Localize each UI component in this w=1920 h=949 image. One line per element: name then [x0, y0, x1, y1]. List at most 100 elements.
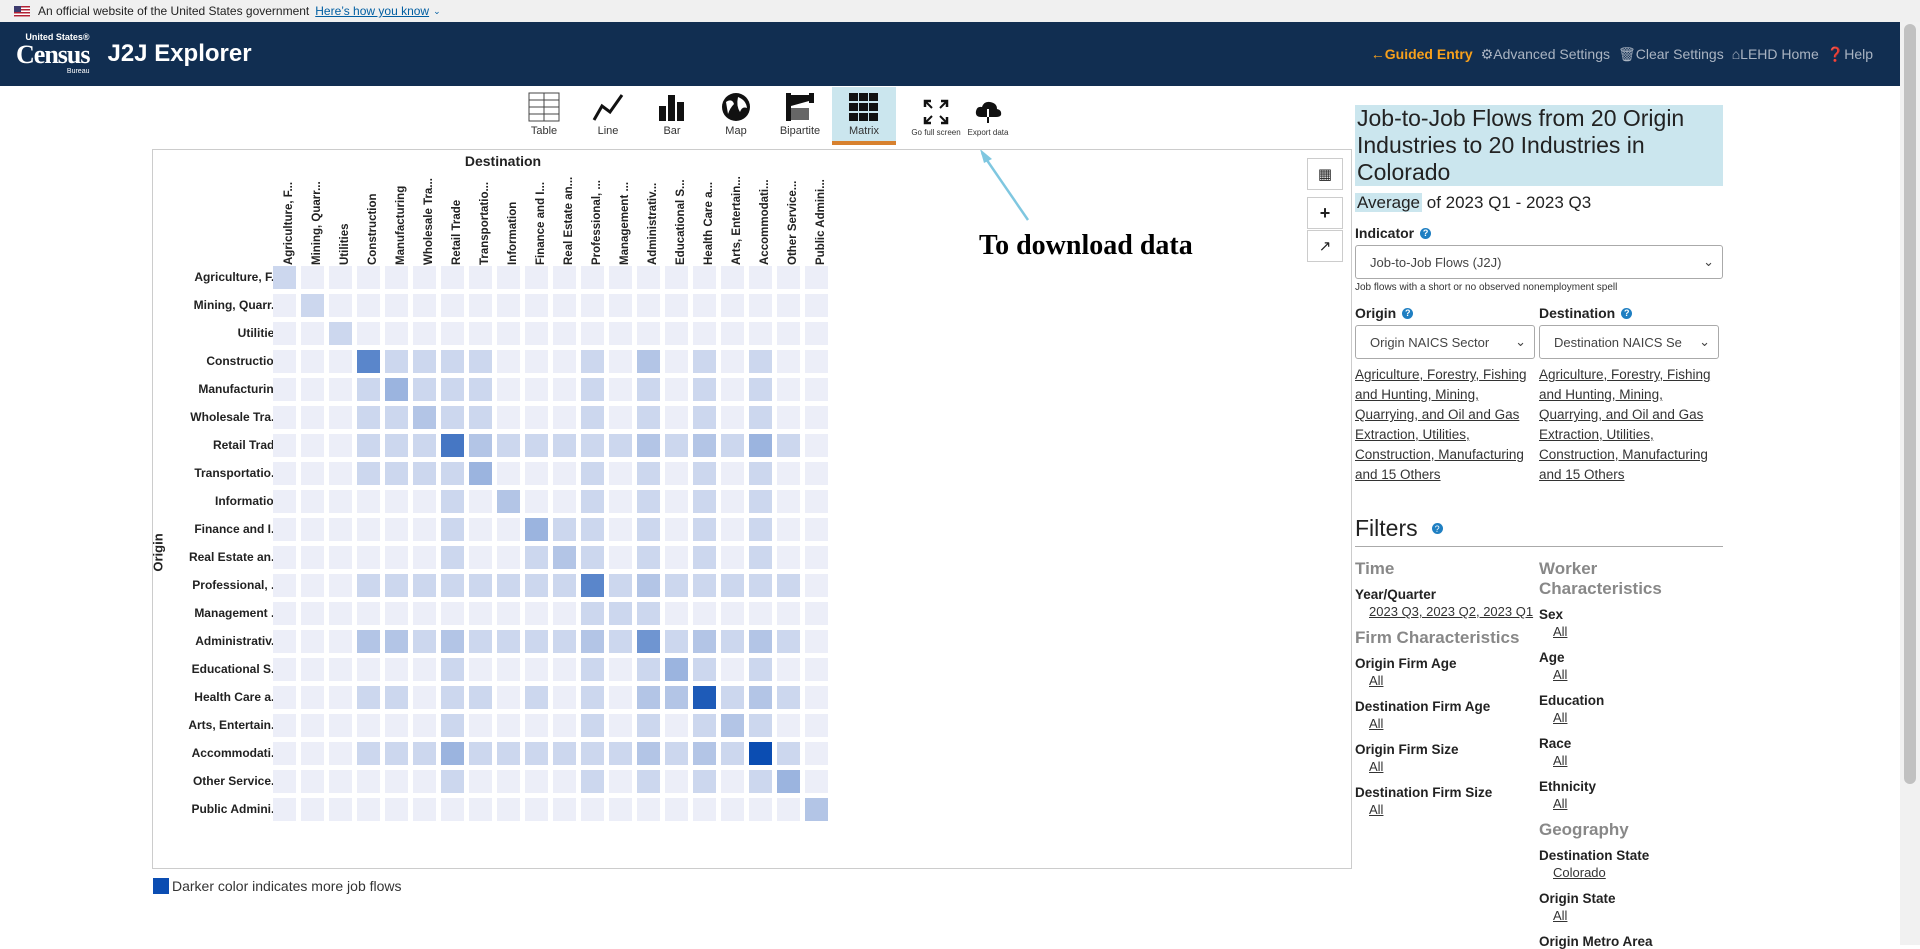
matrix-cell[interactable] — [273, 462, 296, 485]
matrix-cell[interactable] — [693, 350, 716, 373]
matrix-cell[interactable] — [329, 434, 352, 457]
matrix-cell[interactable] — [721, 630, 744, 653]
matrix-cell[interactable] — [805, 546, 828, 569]
matrix-cell[interactable] — [469, 714, 492, 737]
matrix-cell[interactable] — [665, 518, 688, 541]
matrix-cell[interactable] — [273, 798, 296, 821]
matrix-cell[interactable] — [385, 798, 408, 821]
matrix-cell[interactable] — [525, 434, 548, 457]
matrix-cell[interactable] — [525, 294, 548, 317]
matrix-cell[interactable] — [581, 770, 604, 793]
matrix-cell[interactable] — [581, 322, 604, 345]
matrix-cell[interactable] — [637, 602, 660, 625]
tab-bar[interactable]: Bar — [640, 87, 704, 145]
matrix-cell[interactable] — [385, 714, 408, 737]
matrix-cell[interactable] — [609, 602, 632, 625]
matrix-cell[interactable] — [357, 574, 380, 597]
matrix-cell[interactable] — [749, 378, 772, 401]
matrix-cell[interactable] — [469, 630, 492, 653]
matrix-cell[interactable] — [553, 322, 576, 345]
indicator-select[interactable]: Job-to-Job Flows (J2J) ⌄ — [1355, 245, 1723, 279]
matrix-cell[interactable] — [805, 518, 828, 541]
matrix-cell[interactable] — [553, 518, 576, 541]
matrix-cell[interactable] — [329, 546, 352, 569]
matrix-cell[interactable] — [413, 266, 436, 289]
help-icon[interactable]: ? — [1621, 307, 1633, 319]
matrix-cell[interactable] — [637, 406, 660, 429]
matrix-cell[interactable] — [525, 490, 548, 513]
matrix-cell[interactable] — [665, 574, 688, 597]
export-data-button[interactable]: Export data — [962, 87, 1014, 145]
destination-state-link[interactable]: Colorado — [1553, 865, 1606, 880]
matrix-cell[interactable] — [357, 378, 380, 401]
help-icon[interactable]: ? — [1420, 227, 1432, 239]
matrix-cell[interactable] — [553, 602, 576, 625]
matrix-cell[interactable] — [469, 294, 492, 317]
matrix-cell[interactable] — [581, 406, 604, 429]
grid-view-button[interactable]: ▦ — [1307, 158, 1343, 190]
matrix-cell[interactable] — [721, 294, 744, 317]
matrix-cell[interactable] — [777, 350, 800, 373]
matrix-cell[interactable] — [413, 686, 436, 709]
year-quarter-link[interactable]: 2023 Q3, 2023 Q2, 2023 Q1 — [1369, 604, 1534, 619]
matrix-cell[interactable] — [665, 462, 688, 485]
matrix-cell[interactable] — [665, 686, 688, 709]
matrix-cell[interactable] — [301, 630, 324, 653]
matrix-cell[interactable] — [413, 322, 436, 345]
matrix-cell[interactable] — [777, 770, 800, 793]
matrix-cell[interactable] — [721, 798, 744, 821]
matrix-cell[interactable] — [357, 490, 380, 513]
matrix-cell[interactable] — [777, 434, 800, 457]
matrix-cell[interactable] — [805, 742, 828, 765]
matrix-cell[interactable] — [665, 602, 688, 625]
matrix-cell[interactable] — [777, 266, 800, 289]
origin-firm-age-link[interactable]: All — [1369, 673, 1384, 688]
matrix-cell[interactable] — [497, 742, 520, 765]
matrix-cell[interactable] — [609, 378, 632, 401]
matrix-cell[interactable] — [469, 490, 492, 513]
matrix-cell[interactable] — [609, 266, 632, 289]
matrix-cell[interactable] — [413, 462, 436, 485]
matrix-cell[interactable] — [665, 294, 688, 317]
matrix-cell[interactable] — [777, 574, 800, 597]
matrix-cell[interactable] — [497, 490, 520, 513]
matrix-cell[interactable] — [301, 602, 324, 625]
matrix-cell[interactable] — [497, 798, 520, 821]
matrix-cell[interactable] — [469, 546, 492, 569]
matrix-cell[interactable] — [609, 546, 632, 569]
matrix-cell[interactable] — [637, 574, 660, 597]
scrollbar-thumb[interactable] — [1904, 24, 1916, 784]
matrix-cell[interactable] — [693, 658, 716, 681]
matrix-cell[interactable] — [413, 798, 436, 821]
matrix-cell[interactable] — [637, 434, 660, 457]
matrix-cell[interactable] — [525, 742, 548, 765]
matrix-cell[interactable] — [301, 350, 324, 373]
matrix-cell[interactable] — [497, 378, 520, 401]
tab-bipartite[interactable]: Bipartite — [768, 87, 832, 145]
tab-line[interactable]: Line — [576, 87, 640, 145]
matrix-cell[interactable] — [553, 714, 576, 737]
matrix-cell[interactable] — [693, 714, 716, 737]
matrix-cell[interactable] — [385, 350, 408, 373]
matrix-cell[interactable] — [609, 294, 632, 317]
matrix-cell[interactable] — [749, 686, 772, 709]
matrix-cell[interactable] — [581, 462, 604, 485]
matrix-cell[interactable] — [693, 490, 716, 513]
matrix-cell[interactable] — [777, 322, 800, 345]
matrix-cell[interactable] — [441, 742, 464, 765]
matrix-cell[interactable] — [273, 546, 296, 569]
matrix-cell[interactable] — [805, 714, 828, 737]
matrix-cell[interactable] — [301, 378, 324, 401]
matrix-cell[interactable] — [329, 574, 352, 597]
matrix-cell[interactable] — [357, 294, 380, 317]
matrix-cell[interactable] — [497, 462, 520, 485]
matrix-cell[interactable] — [581, 546, 604, 569]
matrix-cell[interactable] — [805, 798, 828, 821]
matrix-cell[interactable] — [357, 406, 380, 429]
matrix-cell[interactable] — [385, 658, 408, 681]
matrix-cell[interactable] — [553, 798, 576, 821]
matrix-cell[interactable] — [637, 378, 660, 401]
matrix-cell[interactable] — [805, 266, 828, 289]
matrix-cell[interactable] — [469, 462, 492, 485]
matrix-cell[interactable] — [693, 798, 716, 821]
